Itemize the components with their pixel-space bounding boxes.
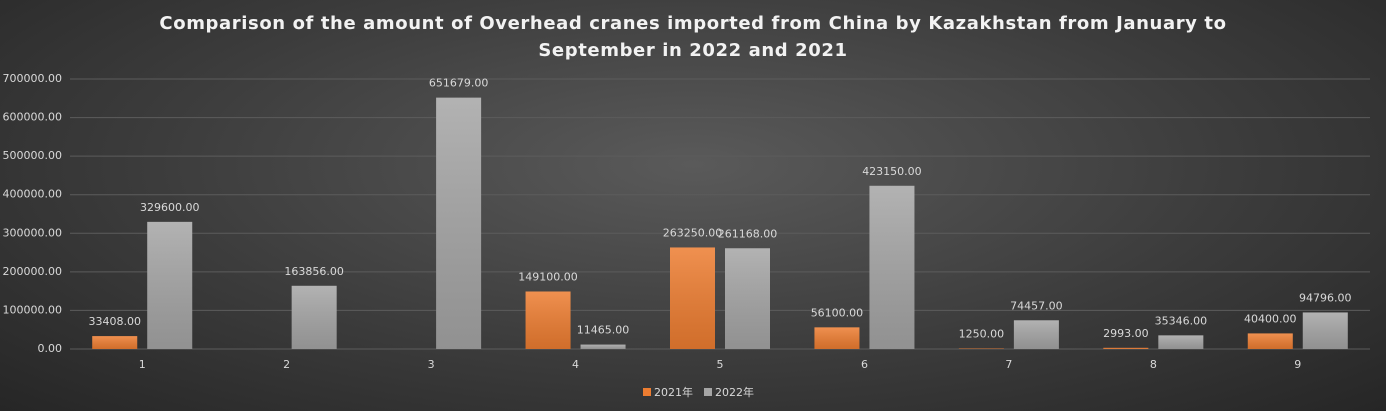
value-label: 149100.00	[518, 270, 578, 283]
legend-swatch	[643, 388, 651, 396]
value-label: 74457.00	[1010, 299, 1063, 312]
bar-shade	[525, 291, 571, 349]
legend-label: 2022年	[715, 385, 754, 399]
x-tick-label: 2	[283, 358, 290, 371]
y-tick-label: 100000.00	[3, 303, 63, 316]
y-tick-label: 600000.00	[3, 111, 63, 124]
x-tick-label: 6	[861, 358, 868, 371]
value-label: 261168.00	[718, 227, 778, 240]
legend-label: 2021年	[654, 385, 693, 399]
bar-shade	[1013, 320, 1059, 349]
bar-shade	[725, 248, 770, 349]
value-label: 35346.00	[1155, 314, 1208, 327]
y-tick-label: 0.00	[38, 342, 63, 355]
value-label: 329600.00	[140, 201, 200, 214]
y-tick-label: 500000.00	[3, 149, 63, 162]
x-tick-label: 8	[1150, 358, 1157, 371]
value-label: 263250.00	[663, 226, 723, 239]
value-label: 11465.00	[577, 324, 630, 337]
x-tick-label: 3	[428, 358, 435, 371]
bar-shade	[1158, 335, 1204, 349]
value-label: 2993.00	[1103, 327, 1149, 340]
chart-title: Comparison of the amount of Overhead cra…	[159, 13, 1227, 61]
y-tick-label: 300000.00	[3, 226, 63, 239]
bar-shade	[580, 344, 626, 349]
legend-swatch	[704, 388, 712, 396]
bar-shade	[869, 185, 915, 349]
value-label: 1250.00	[959, 328, 1005, 341]
value-label: 651679.00	[429, 77, 489, 90]
x-tick-label: 4	[572, 358, 579, 371]
bar-shade	[1103, 347, 1149, 349]
bar-shade	[291, 285, 337, 349]
y-tick-label: 200000.00	[3, 265, 63, 278]
x-tick-label: 9	[1294, 358, 1301, 371]
x-tick-label: 5	[717, 358, 724, 371]
y-tick-label: 400000.00	[3, 188, 63, 201]
value-label: 33408.00	[88, 315, 141, 328]
bar-shade	[436, 97, 482, 350]
x-tick-label: 7	[1005, 358, 1012, 371]
bar-shade	[1302, 312, 1348, 349]
bar-shade	[147, 221, 193, 349]
bar-shade	[670, 247, 715, 349]
value-label: 423150.00	[862, 165, 922, 178]
value-label: 56100.00	[811, 306, 864, 319]
bar-shade	[814, 327, 860, 349]
x-tick-label: 1	[139, 358, 146, 371]
value-label: 163856.00	[284, 265, 344, 278]
value-label: 40400.00	[1244, 312, 1297, 325]
value-label: 94796.00	[1299, 291, 1352, 304]
y-tick-label: 700000.00	[3, 72, 63, 85]
bar-shade	[92, 336, 138, 349]
bar-shade	[1247, 333, 1293, 349]
